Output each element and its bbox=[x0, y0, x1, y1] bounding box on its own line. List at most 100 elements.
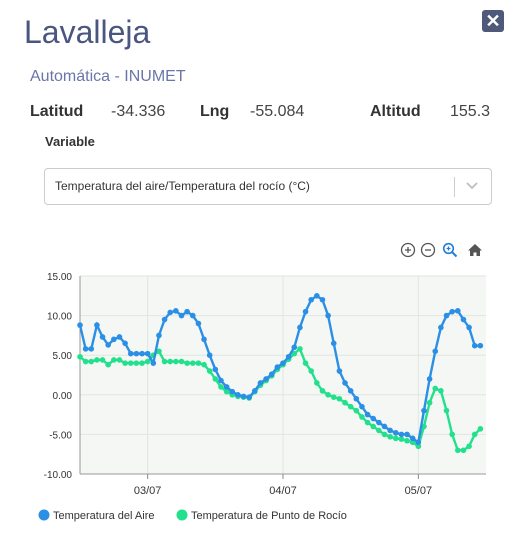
data-point bbox=[139, 350, 145, 357]
data-point bbox=[381, 423, 388, 430]
data-point bbox=[466, 324, 472, 331]
data-point bbox=[111, 336, 117, 343]
data-point bbox=[139, 360, 145, 366]
home-icon[interactable] bbox=[467, 242, 483, 258]
data-point bbox=[466, 443, 472, 450]
data-point bbox=[263, 376, 269, 382]
data-point bbox=[415, 439, 422, 446]
data-point bbox=[105, 361, 111, 368]
data-point bbox=[432, 385, 439, 392]
longitude-value: -55.084 bbox=[250, 103, 305, 120]
data-point bbox=[347, 403, 354, 410]
data-point bbox=[438, 324, 444, 331]
data-point bbox=[314, 380, 320, 386]
data-point bbox=[218, 377, 224, 384]
data-point bbox=[392, 430, 399, 436]
data-point bbox=[443, 407, 450, 414]
data-point bbox=[342, 380, 348, 386]
altitude-label: Altitud bbox=[370, 103, 421, 120]
data-point bbox=[201, 336, 207, 343]
data-point bbox=[144, 358, 151, 365]
data-point bbox=[229, 388, 236, 395]
data-point bbox=[189, 360, 196, 366]
data-point bbox=[94, 322, 100, 328]
data-point bbox=[122, 340, 128, 347]
zoom-out-icon[interactable] bbox=[420, 242, 436, 258]
data-point bbox=[432, 348, 439, 355]
x-tick-label: 05/07 bbox=[405, 485, 433, 497]
y-tick-label: 0.00 bbox=[53, 391, 73, 402]
data-point bbox=[336, 395, 343, 402]
data-point bbox=[364, 419, 371, 426]
data-point bbox=[426, 376, 433, 382]
data-point bbox=[167, 309, 174, 316]
data-point bbox=[184, 308, 190, 315]
data-point bbox=[212, 366, 219, 373]
data-point bbox=[105, 342, 111, 348]
data-point bbox=[353, 395, 360, 402]
data-point bbox=[94, 357, 100, 363]
data-point bbox=[471, 342, 478, 349]
data-point bbox=[173, 358, 179, 365]
data-point bbox=[116, 357, 123, 363]
data-point bbox=[246, 394, 252, 400]
station-subtitle: Automática - INUMET bbox=[30, 68, 186, 85]
legend-label: Temperatura del Aire bbox=[53, 510, 155, 522]
data-point bbox=[364, 411, 371, 418]
data-point bbox=[359, 403, 365, 410]
data-point bbox=[252, 388, 258, 394]
data-point bbox=[398, 436, 405, 442]
data-point bbox=[240, 393, 247, 400]
data-point bbox=[99, 357, 106, 363]
data-point bbox=[195, 320, 202, 327]
data-point bbox=[268, 371, 275, 378]
data-point bbox=[274, 364, 281, 370]
data-point bbox=[235, 392, 241, 398]
data-point bbox=[376, 419, 382, 426]
y-tick-label: -5.00 bbox=[49, 430, 72, 441]
data-point bbox=[381, 431, 388, 438]
data-point bbox=[308, 368, 314, 374]
data-point bbox=[178, 358, 185, 365]
data-point bbox=[201, 361, 207, 368]
data-point bbox=[88, 346, 95, 352]
data-point bbox=[156, 332, 162, 339]
data-point bbox=[387, 427, 393, 434]
data-point bbox=[409, 439, 416, 446]
data-point bbox=[173, 308, 179, 314]
data-point bbox=[88, 358, 95, 365]
data-point bbox=[376, 427, 382, 434]
data-point bbox=[297, 324, 303, 331]
data-point bbox=[291, 344, 298, 351]
data-point bbox=[415, 443, 422, 450]
data-point bbox=[77, 322, 83, 328]
data-point bbox=[133, 350, 140, 357]
data-point bbox=[443, 312, 450, 319]
zoom-select-icon[interactable] bbox=[442, 242, 458, 258]
data-point bbox=[455, 447, 461, 454]
data-point bbox=[353, 407, 360, 414]
data-point bbox=[342, 399, 348, 406]
data-point bbox=[291, 350, 298, 357]
data-point bbox=[370, 423, 377, 430]
data-point bbox=[387, 433, 393, 440]
data-point bbox=[471, 431, 478, 438]
data-point bbox=[161, 316, 168, 323]
data-point bbox=[77, 353, 83, 360]
zoom-in-icon[interactable] bbox=[400, 242, 416, 258]
data-point bbox=[347, 388, 354, 394]
station-title: Lavalleja bbox=[24, 14, 151, 50]
data-point bbox=[325, 392, 331, 398]
data-point bbox=[330, 340, 337, 347]
variable-select[interactable]: Temperatura del aire/Temperatura del roc… bbox=[44, 168, 492, 205]
data-point bbox=[127, 350, 134, 357]
data-point bbox=[460, 447, 467, 454]
data-point bbox=[308, 296, 314, 303]
chevron-down-icon[interactable] bbox=[462, 175, 482, 195]
data-point bbox=[319, 388, 326, 394]
close-button[interactable]: ✕ bbox=[482, 10, 504, 32]
latitude-label: Latitud bbox=[30, 103, 84, 120]
data-point bbox=[297, 346, 303, 352]
data-point bbox=[144, 350, 151, 357]
select-divider bbox=[454, 177, 455, 197]
